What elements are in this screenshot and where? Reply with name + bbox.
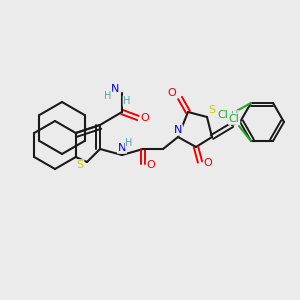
Text: N: N [118,143,126,153]
Text: S: S [208,105,216,115]
Text: Cl: Cl [218,110,228,120]
Text: O: O [168,88,176,98]
Text: H: H [125,138,133,148]
Text: H: H [104,91,112,101]
Text: O: O [147,160,155,170]
Text: S: S [76,160,84,170]
Text: H: H [231,111,239,121]
Text: O: O [204,158,212,168]
Text: O: O [141,113,149,123]
Text: Cl: Cl [229,114,239,124]
Text: N: N [111,84,119,94]
Text: N: N [174,125,182,135]
Text: H: H [123,96,131,106]
